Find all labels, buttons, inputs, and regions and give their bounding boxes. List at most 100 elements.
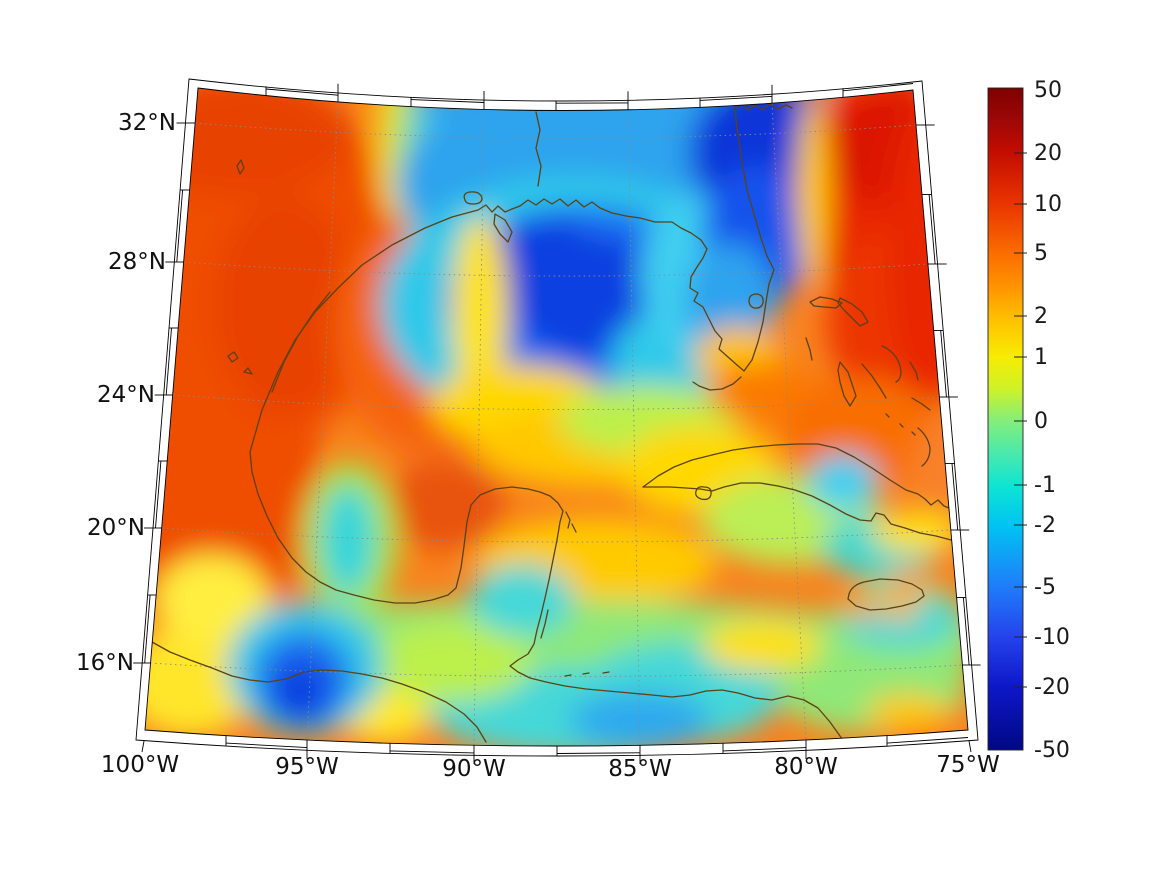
frame-stripe [144, 594, 151, 664]
lat-tick-label: 28°N [108, 249, 166, 275]
coastline [748, 293, 764, 309]
frame-stripe [410, 99, 485, 103]
lon-tick-label: 80°W [774, 754, 838, 780]
field-blob [154, 554, 270, 646]
coastline [564, 671, 610, 677]
field-blob [798, 97, 828, 287]
coastline [809, 296, 843, 309]
coastline [227, 159, 253, 375]
field-blob [273, 662, 327, 722]
coastline [692, 376, 742, 391]
field-blob [215, 195, 355, 415]
coastline-layer [151, 99, 952, 745]
colorbar-tick-label: 0 [1034, 409, 1048, 434]
colorbar-gradient [987, 87, 1024, 751]
coastline [861, 363, 887, 399]
frame-stripe [940, 330, 947, 398]
coastline [642, 443, 950, 509]
frame-outer-line [135, 78, 979, 757]
frame-stripe [265, 88, 339, 96]
coastline [837, 297, 869, 327]
field-blob [707, 364, 817, 420]
axis-labels: 32°N 28°N 24°N 20°N 16°N 100°W 95°W 90°W 85°W 80°… [76, 110, 1000, 782]
field-blob [702, 621, 822, 671]
field-blob [878, 596, 922, 620]
colorbar-tick-label: -2 [1034, 513, 1056, 538]
field-blob [372, 622, 532, 702]
field-blob [808, 454, 878, 510]
graticule-line [183, 261, 929, 277]
frame-stripe [962, 597, 970, 666]
frame-stripe [155, 460, 162, 529]
coastline [917, 427, 931, 467]
frame-stripe [928, 194, 936, 265]
lon-tick-label: 95°W [275, 754, 339, 780]
coastline [565, 511, 577, 533]
lon-tick-label: 100°W [101, 752, 179, 778]
field-blob [452, 215, 508, 405]
lat-tick-label: 20°N [87, 515, 145, 541]
axis-tick [141, 740, 145, 753]
coastline [805, 337, 813, 361]
frame-stripe [886, 737, 969, 744]
graticule-line [627, 109, 641, 746]
coastline [249, 99, 775, 453]
field-blob [570, 692, 710, 746]
coastline [909, 361, 919, 381]
colorbar-tick-label: -5 [1034, 575, 1056, 600]
frame-stripe [722, 747, 807, 752]
colorbar-tick-label: 2 [1034, 304, 1048, 329]
frame-stripe [225, 742, 308, 749]
field-blob [866, 694, 950, 730]
colorbar-tick-label: -10 [1034, 625, 1070, 650]
graticule-layer [149, 101, 963, 746]
coastline [881, 345, 902, 383]
map-frame [133, 78, 981, 764]
field-blob [321, 485, 375, 595]
coastline [847, 578, 925, 611]
frame-stripe [165, 327, 172, 396]
colorbar-tick-label: 5 [1034, 241, 1048, 266]
lat-tick-label: 32°N [118, 110, 176, 136]
frame-stripe [389, 750, 475, 754]
graticule-line [771, 102, 807, 741]
frame-stripe [176, 189, 184, 263]
coastline [695, 486, 712, 501]
field-blob [493, 218, 603, 308]
colorbar-tick-label: -20 [1034, 675, 1070, 700]
coastline [642, 482, 952, 541]
graticule-line [149, 662, 963, 677]
frame-stripe [951, 463, 959, 531]
frame-stripe [842, 83, 914, 92]
colorbar-tick-label: 10 [1034, 192, 1062, 217]
coastline [735, 103, 793, 111]
lon-tick-label: 85°W [608, 756, 672, 782]
coastline [151, 641, 487, 743]
frame-stripe [556, 752, 641, 754]
colorbar-tick-label: 50 [1034, 78, 1062, 103]
field-blob [145, 627, 258, 737]
field-blob [385, 460, 505, 550]
graticule-line [473, 108, 485, 746]
frame-stripe [699, 95, 773, 101]
coastline [463, 191, 483, 205]
lat-tick-label: 16°N [76, 650, 134, 676]
map-area [145, 88, 968, 746]
field-layer [145, 88, 968, 746]
coastline [837, 361, 857, 407]
graticule-line [306, 101, 339, 741]
coastline [535, 111, 542, 187]
coastline [249, 451, 847, 745]
coastline [911, 397, 931, 411]
colorbar-tick-label: -50 [1034, 738, 1070, 763]
colorbar-tick-label: -1 [1034, 473, 1056, 498]
graticule-line [161, 527, 952, 543]
lon-tick-label: 75°W [936, 752, 1000, 778]
coastline [885, 413, 916, 436]
lon-tick-label: 90°W [442, 756, 506, 782]
coastline [493, 213, 513, 243]
field-blob [782, 377, 942, 487]
